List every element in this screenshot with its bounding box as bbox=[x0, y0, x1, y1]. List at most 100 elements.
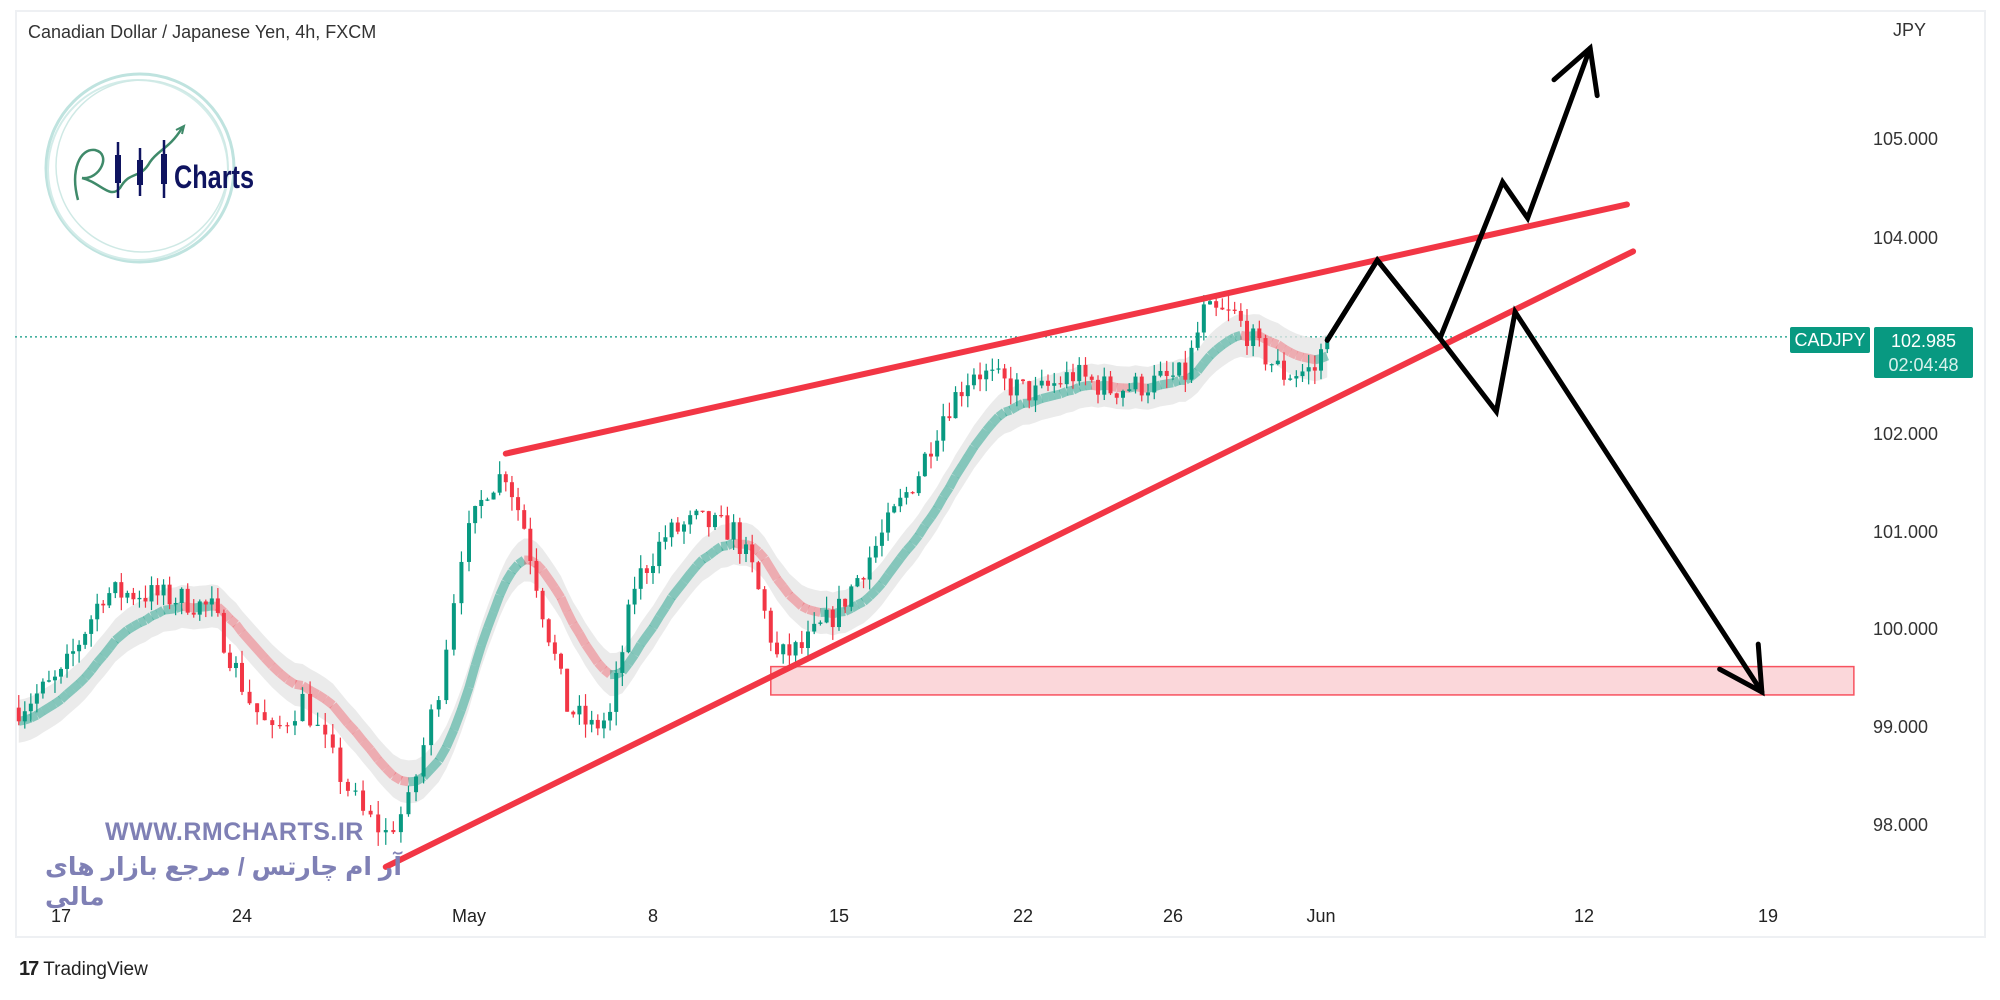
ma-ribbon-segment bbox=[205, 601, 213, 612]
candle bbox=[1146, 384, 1150, 404]
candle-body bbox=[762, 589, 767, 611]
ma-ribbon-segment bbox=[508, 561, 522, 575]
candle-body bbox=[1064, 372, 1069, 385]
candle-body bbox=[638, 568, 643, 589]
candle-body bbox=[756, 562, 761, 590]
ma-ribbon-segment bbox=[668, 586, 682, 601]
candle bbox=[247, 679, 252, 705]
candle bbox=[203, 599, 208, 618]
candle-body bbox=[353, 790, 358, 792]
upper-wedge-trendline bbox=[502, 201, 1630, 457]
ma-ribbon-segment bbox=[624, 652, 639, 667]
candle-body bbox=[552, 642, 557, 654]
candle-body bbox=[879, 532, 884, 546]
price-tick: 100.000 bbox=[1873, 619, 1939, 639]
candle bbox=[589, 710, 594, 733]
bar-countdown: 02:04:48 bbox=[1888, 355, 1959, 375]
candle-body bbox=[947, 416, 952, 419]
candle bbox=[657, 532, 662, 574]
candle bbox=[953, 386, 958, 419]
ma-ribbon-segment bbox=[976, 427, 990, 442]
candle-body bbox=[1058, 383, 1063, 385]
ma-ribbon-segment bbox=[1219, 337, 1232, 349]
candle-body bbox=[675, 522, 680, 532]
candle bbox=[1275, 349, 1280, 366]
candle bbox=[233, 656, 238, 678]
candle bbox=[849, 584, 854, 612]
candle-body bbox=[34, 693, 39, 704]
candle bbox=[240, 650, 244, 696]
candle-body bbox=[787, 644, 792, 656]
candle bbox=[22, 701, 27, 729]
candle-body bbox=[1312, 367, 1317, 371]
candle-body bbox=[292, 721, 297, 726]
ma-ribbon-segment bbox=[896, 547, 911, 562]
candle bbox=[898, 488, 903, 513]
candle bbox=[215, 588, 220, 617]
ma-ribbon-segment bbox=[773, 576, 787, 590]
ma-ribbon-segment bbox=[137, 616, 148, 628]
candle-body bbox=[203, 601, 208, 605]
ma-ribbon-segment bbox=[253, 646, 269, 661]
ma-ribbon-segment bbox=[878, 572, 892, 587]
candle bbox=[638, 555, 643, 600]
ma-ribbon-segment bbox=[142, 612, 155, 625]
time-tick: May bbox=[451, 906, 487, 926]
candle-body bbox=[1002, 368, 1007, 379]
candle-body bbox=[1288, 378, 1293, 380]
ma-ribbon-segment bbox=[872, 580, 886, 594]
candle bbox=[1121, 389, 1125, 407]
chart-title: Canadian Dollar / Japanese Yen, 4h, FXCM bbox=[28, 22, 377, 42]
candle bbox=[719, 505, 724, 518]
candle-body bbox=[277, 725, 282, 727]
candle bbox=[491, 491, 496, 500]
ma-ribbon-segment bbox=[315, 690, 328, 704]
ma-ribbon-segment bbox=[276, 669, 291, 683]
candle-body bbox=[221, 612, 226, 653]
ma-ribbon-segment bbox=[70, 680, 83, 693]
candle-body bbox=[421, 745, 426, 777]
candle bbox=[1077, 357, 1082, 386]
candle-body bbox=[1158, 370, 1163, 376]
bearish-projection-path bbox=[1324, 255, 1765, 695]
svg-text:Charts: Charts bbox=[174, 159, 254, 195]
candle bbox=[1288, 374, 1293, 381]
candle-body bbox=[700, 510, 705, 512]
candle bbox=[540, 587, 545, 628]
candle-body bbox=[83, 633, 88, 645]
candle-body bbox=[1195, 332, 1200, 348]
candle-body bbox=[40, 681, 45, 694]
candle-body bbox=[262, 712, 267, 721]
candle-body bbox=[1121, 390, 1125, 398]
candle bbox=[669, 518, 674, 547]
candle bbox=[1232, 301, 1237, 314]
ma-ribbon-segment bbox=[1065, 385, 1074, 396]
candle-body bbox=[383, 830, 388, 833]
ma-ribbon-segment bbox=[336, 711, 352, 727]
candle bbox=[1183, 350, 1188, 393]
bearish-arrowhead-icon bbox=[1717, 641, 1765, 697]
candle-body bbox=[479, 499, 484, 507]
ma-ribbon-segment bbox=[799, 602, 810, 614]
candle bbox=[1102, 367, 1107, 401]
ma-ribbon-segment bbox=[374, 756, 390, 772]
ma-ribbon-segment bbox=[884, 564, 898, 578]
candle-body bbox=[830, 609, 835, 628]
candle bbox=[1083, 357, 1088, 386]
candle-body bbox=[1089, 376, 1094, 380]
ma-ribbon-segment bbox=[860, 593, 873, 606]
candle bbox=[861, 576, 866, 589]
tradingview-branding[interactable]: 17 TradingView bbox=[19, 958, 148, 981]
candle bbox=[971, 368, 976, 390]
candle bbox=[1014, 373, 1019, 407]
ma-ribbon-segment bbox=[40, 703, 52, 715]
candle bbox=[651, 553, 655, 584]
candle-body bbox=[922, 453, 927, 477]
ma-ribbon-segment bbox=[1213, 341, 1226, 354]
candle-body bbox=[540, 590, 545, 620]
candle bbox=[626, 599, 631, 654]
candle-body bbox=[750, 544, 755, 563]
ma-ribbon-segment bbox=[105, 637, 119, 651]
ma-ribbon-segment bbox=[766, 566, 781, 582]
